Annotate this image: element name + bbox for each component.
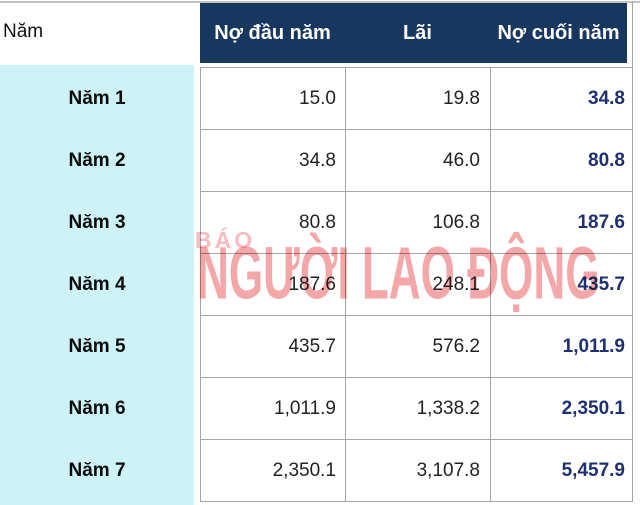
column-header-interest: Lãi	[403, 22, 432, 44]
year-label-column: Năm 1 Năm 2 Năm 3 Năm 4 Năm 5 Năm 6 Năm …	[0, 65, 194, 505]
table-row: 435.7 576.2 1,011.9	[201, 316, 633, 378]
cell-end-debt: 80.8	[491, 130, 633, 192]
cell-start-debt: 2,350.1	[201, 440, 346, 502]
row-label: Năm 4	[68, 274, 126, 295]
cell-end-debt: 5,457.9	[491, 440, 633, 502]
table-row: 187.6 248.1 435.7	[201, 254, 633, 316]
row-label: Năm 2	[68, 150, 126, 171]
table-row: 2,350.1 3,107.8 5,457.9	[201, 440, 633, 502]
column-header-end-debt: Nợ cuối năm	[497, 22, 620, 44]
cell-start-debt: 80.8	[201, 192, 346, 254]
cell-interest: 46.0	[346, 130, 491, 192]
table-row: 34.8 46.0 80.8	[201, 130, 633, 192]
cell-end-debt: 34.8	[491, 68, 633, 130]
top-gridline	[0, 1, 640, 3]
cell-end-debt: 435.7	[491, 254, 633, 316]
column-header-start-debt: Nợ đầu năm	[214, 22, 331, 44]
row-label: Năm 3	[68, 212, 126, 233]
data-grid: 15.0 19.8 34.8 34.8 46.0 80.8 80.8 106.8…	[200, 67, 633, 502]
cell-interest: 248.1	[346, 254, 491, 316]
cell-interest: 3,107.8	[346, 440, 491, 502]
cell-start-debt: 187.6	[201, 254, 346, 316]
cell-interest: 576.2	[346, 316, 491, 378]
cell-end-debt: 2,350.1	[491, 378, 633, 440]
year-column-header: Năm	[3, 21, 44, 42]
row-label: Năm 1	[68, 88, 126, 109]
cell-start-debt: 435.7	[201, 316, 346, 378]
row-label: Năm 6	[68, 398, 126, 419]
cell-start-debt: 34.8	[201, 130, 346, 192]
row-label: Năm 7	[68, 460, 126, 481]
table-header-row: Nợ đầu năm Lãi Nợ cuối năm	[200, 3, 627, 63]
row-label: Năm 5	[68, 336, 126, 357]
cell-start-debt: 1,011.9	[201, 378, 346, 440]
cell-end-debt: 1,011.9	[491, 316, 633, 378]
cell-interest: 19.8	[346, 68, 491, 130]
table-row: 15.0 19.8 34.8	[201, 68, 633, 130]
cell-end-debt: 187.6	[491, 192, 633, 254]
table-row: 1,011.9 1,338.2 2,350.1	[201, 378, 633, 440]
table-row: 80.8 106.8 187.6	[201, 192, 633, 254]
cell-interest: 1,338.2	[346, 378, 491, 440]
cell-interest: 106.8	[346, 192, 491, 254]
right-gridline	[632, 2, 633, 68]
cell-start-debt: 15.0	[201, 68, 346, 130]
